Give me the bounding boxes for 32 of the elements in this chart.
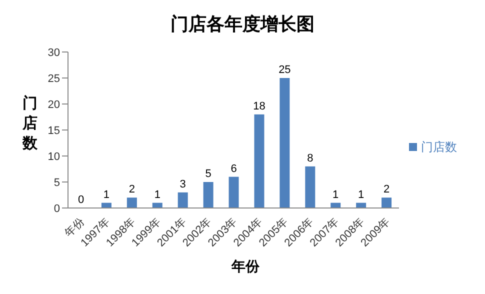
y-axis-title: 门店数 — [22, 94, 38, 152]
y-tick-label: 5 — [54, 176, 60, 189]
y-tick-label: 20 — [48, 98, 60, 111]
data-label: 3 — [180, 178, 186, 190]
bar — [203, 182, 214, 208]
data-label: 1 — [154, 188, 160, 201]
bar — [126, 198, 137, 208]
y-tick-label: 30 — [48, 46, 60, 59]
data-label: 2 — [128, 184, 135, 196]
x-axis-title: 年份 — [230, 258, 260, 276]
data-label: 8 — [307, 152, 314, 164]
data-label: 6 — [230, 162, 237, 175]
data-label: 1 — [103, 188, 110, 201]
bar — [228, 176, 239, 208]
bar — [280, 78, 290, 208]
data-label: 1 — [332, 188, 339, 201]
legend-label: 门店数 — [421, 140, 457, 154]
data-label: 2 — [383, 184, 390, 196]
data-label: 25 — [278, 64, 291, 76]
chart-title: 门店各年度增长图 — [170, 13, 316, 36]
y-tick-label: 15 — [48, 124, 60, 137]
data-label: 18 — [253, 100, 266, 112]
data-label: 0 — [78, 194, 84, 206]
bar — [178, 192, 188, 208]
data-label: 1 — [358, 188, 364, 201]
bar — [254, 114, 264, 208]
bar — [305, 166, 316, 208]
y-tick-label: 10 — [48, 150, 60, 163]
data-label: 5 — [205, 168, 212, 180]
y-tick-label: 25 — [48, 72, 60, 85]
y-tick-label: 0 — [54, 202, 60, 215]
bar — [382, 198, 392, 208]
